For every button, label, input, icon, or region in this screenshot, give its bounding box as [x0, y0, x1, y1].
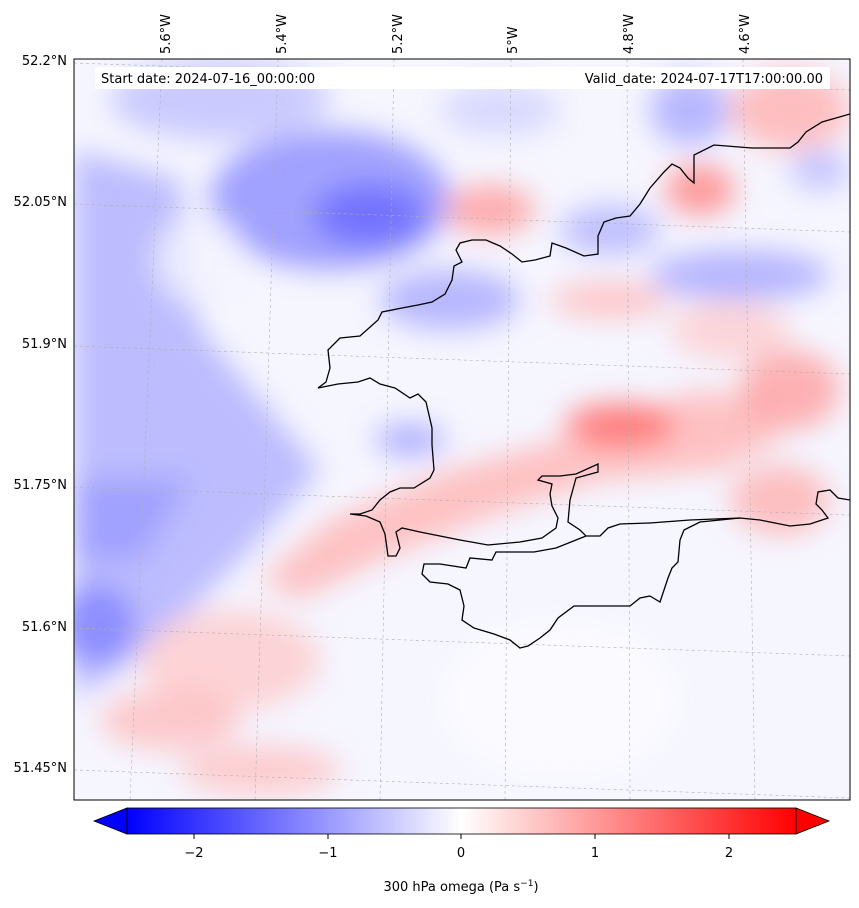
colorbar-max-extend	[795, 807, 831, 835]
lon-label: 4.6°W	[738, 14, 753, 54]
lat-tick-labels: 52.2°N 52.05°N 51.9°N 51.75°N 51.6°N 51.…	[14, 54, 67, 776]
header-box	[95, 67, 830, 89]
lat-label: 52.2°N	[22, 54, 67, 69]
colorbar-tick: 1	[591, 846, 599, 861]
lat-label: 51.9°N	[22, 337, 67, 352]
lat-label: 52.05°N	[14, 195, 67, 210]
colorbar-tick: 0	[457, 846, 465, 861]
colorbar: −2 −1 0 1 2 300 hPa omega (Pa s−1)	[92, 807, 831, 895]
map-frame	[73, 58, 851, 801]
lon-label: 5.4°W	[275, 14, 290, 54]
valid-date-label: Valid_date: 2024-07-17T17:00:00.00	[585, 72, 823, 87]
lat-label: 51.45°N	[14, 761, 67, 776]
colorbar-gradient	[126, 807, 797, 835]
colorbar-label: 300 hPa omega (Pa s−1)	[383, 879, 538, 895]
lat-label: 51.6°N	[22, 620, 67, 635]
lon-label: 5°W	[506, 26, 521, 54]
lon-label: 5.2°W	[391, 14, 406, 54]
lon-tick-labels: 5.6°W 5.4°W 5.2°W 5°W 4.8°W 4.6°W	[159, 14, 753, 54]
lon-label: 4.8°W	[622, 14, 637, 54]
colorbar-tick: −1	[318, 846, 337, 861]
omega-field	[74, 59, 850, 800]
lat-label: 51.75°N	[14, 478, 67, 493]
colorbar-tick: −2	[184, 846, 203, 861]
start-date-label: Start date: 2024-07-16_00:00:00	[101, 72, 315, 87]
colorbar-tick: 2	[725, 846, 733, 861]
graticule	[74, 59, 850, 800]
coastline	[317, 113, 850, 649]
lon-label: 5.6°W	[159, 14, 174, 54]
colorbar-min-extend	[92, 807, 128, 835]
